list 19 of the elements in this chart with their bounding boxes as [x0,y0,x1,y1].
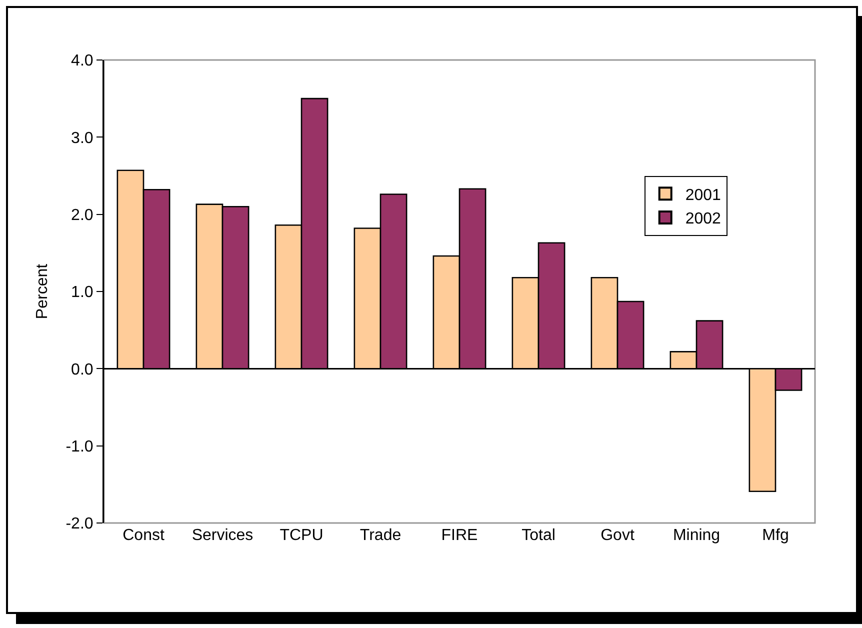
x-tick-label: Mining [672,527,720,544]
y-tick-label: 1.0 [71,284,94,302]
x-tick-label: Total [522,527,556,544]
x-tick-label: Mfg [762,527,789,544]
y-tick-label: 3.0 [71,130,94,147]
legend-label: 2002 [685,210,722,228]
y-tick-label: -2.0 [66,516,94,533]
y-tick-label: 2.0 [71,206,94,224]
x-tick-label: Const [122,527,165,544]
y-tick-label: 4.0 [71,52,94,70]
x-tick-label: Trade [360,527,402,544]
x-tick-label: Services [192,527,254,544]
y-axis-title: Percent [34,263,51,320]
y-tick-label: -1.0 [66,438,94,456]
legend-label: 2001 [685,186,722,204]
x-tick-label: FIRE [441,527,478,544]
x-tick-label: TCPU [280,527,324,544]
x-tick-label: Govt [600,527,635,544]
y-tick-label: 0.0 [71,361,94,378]
